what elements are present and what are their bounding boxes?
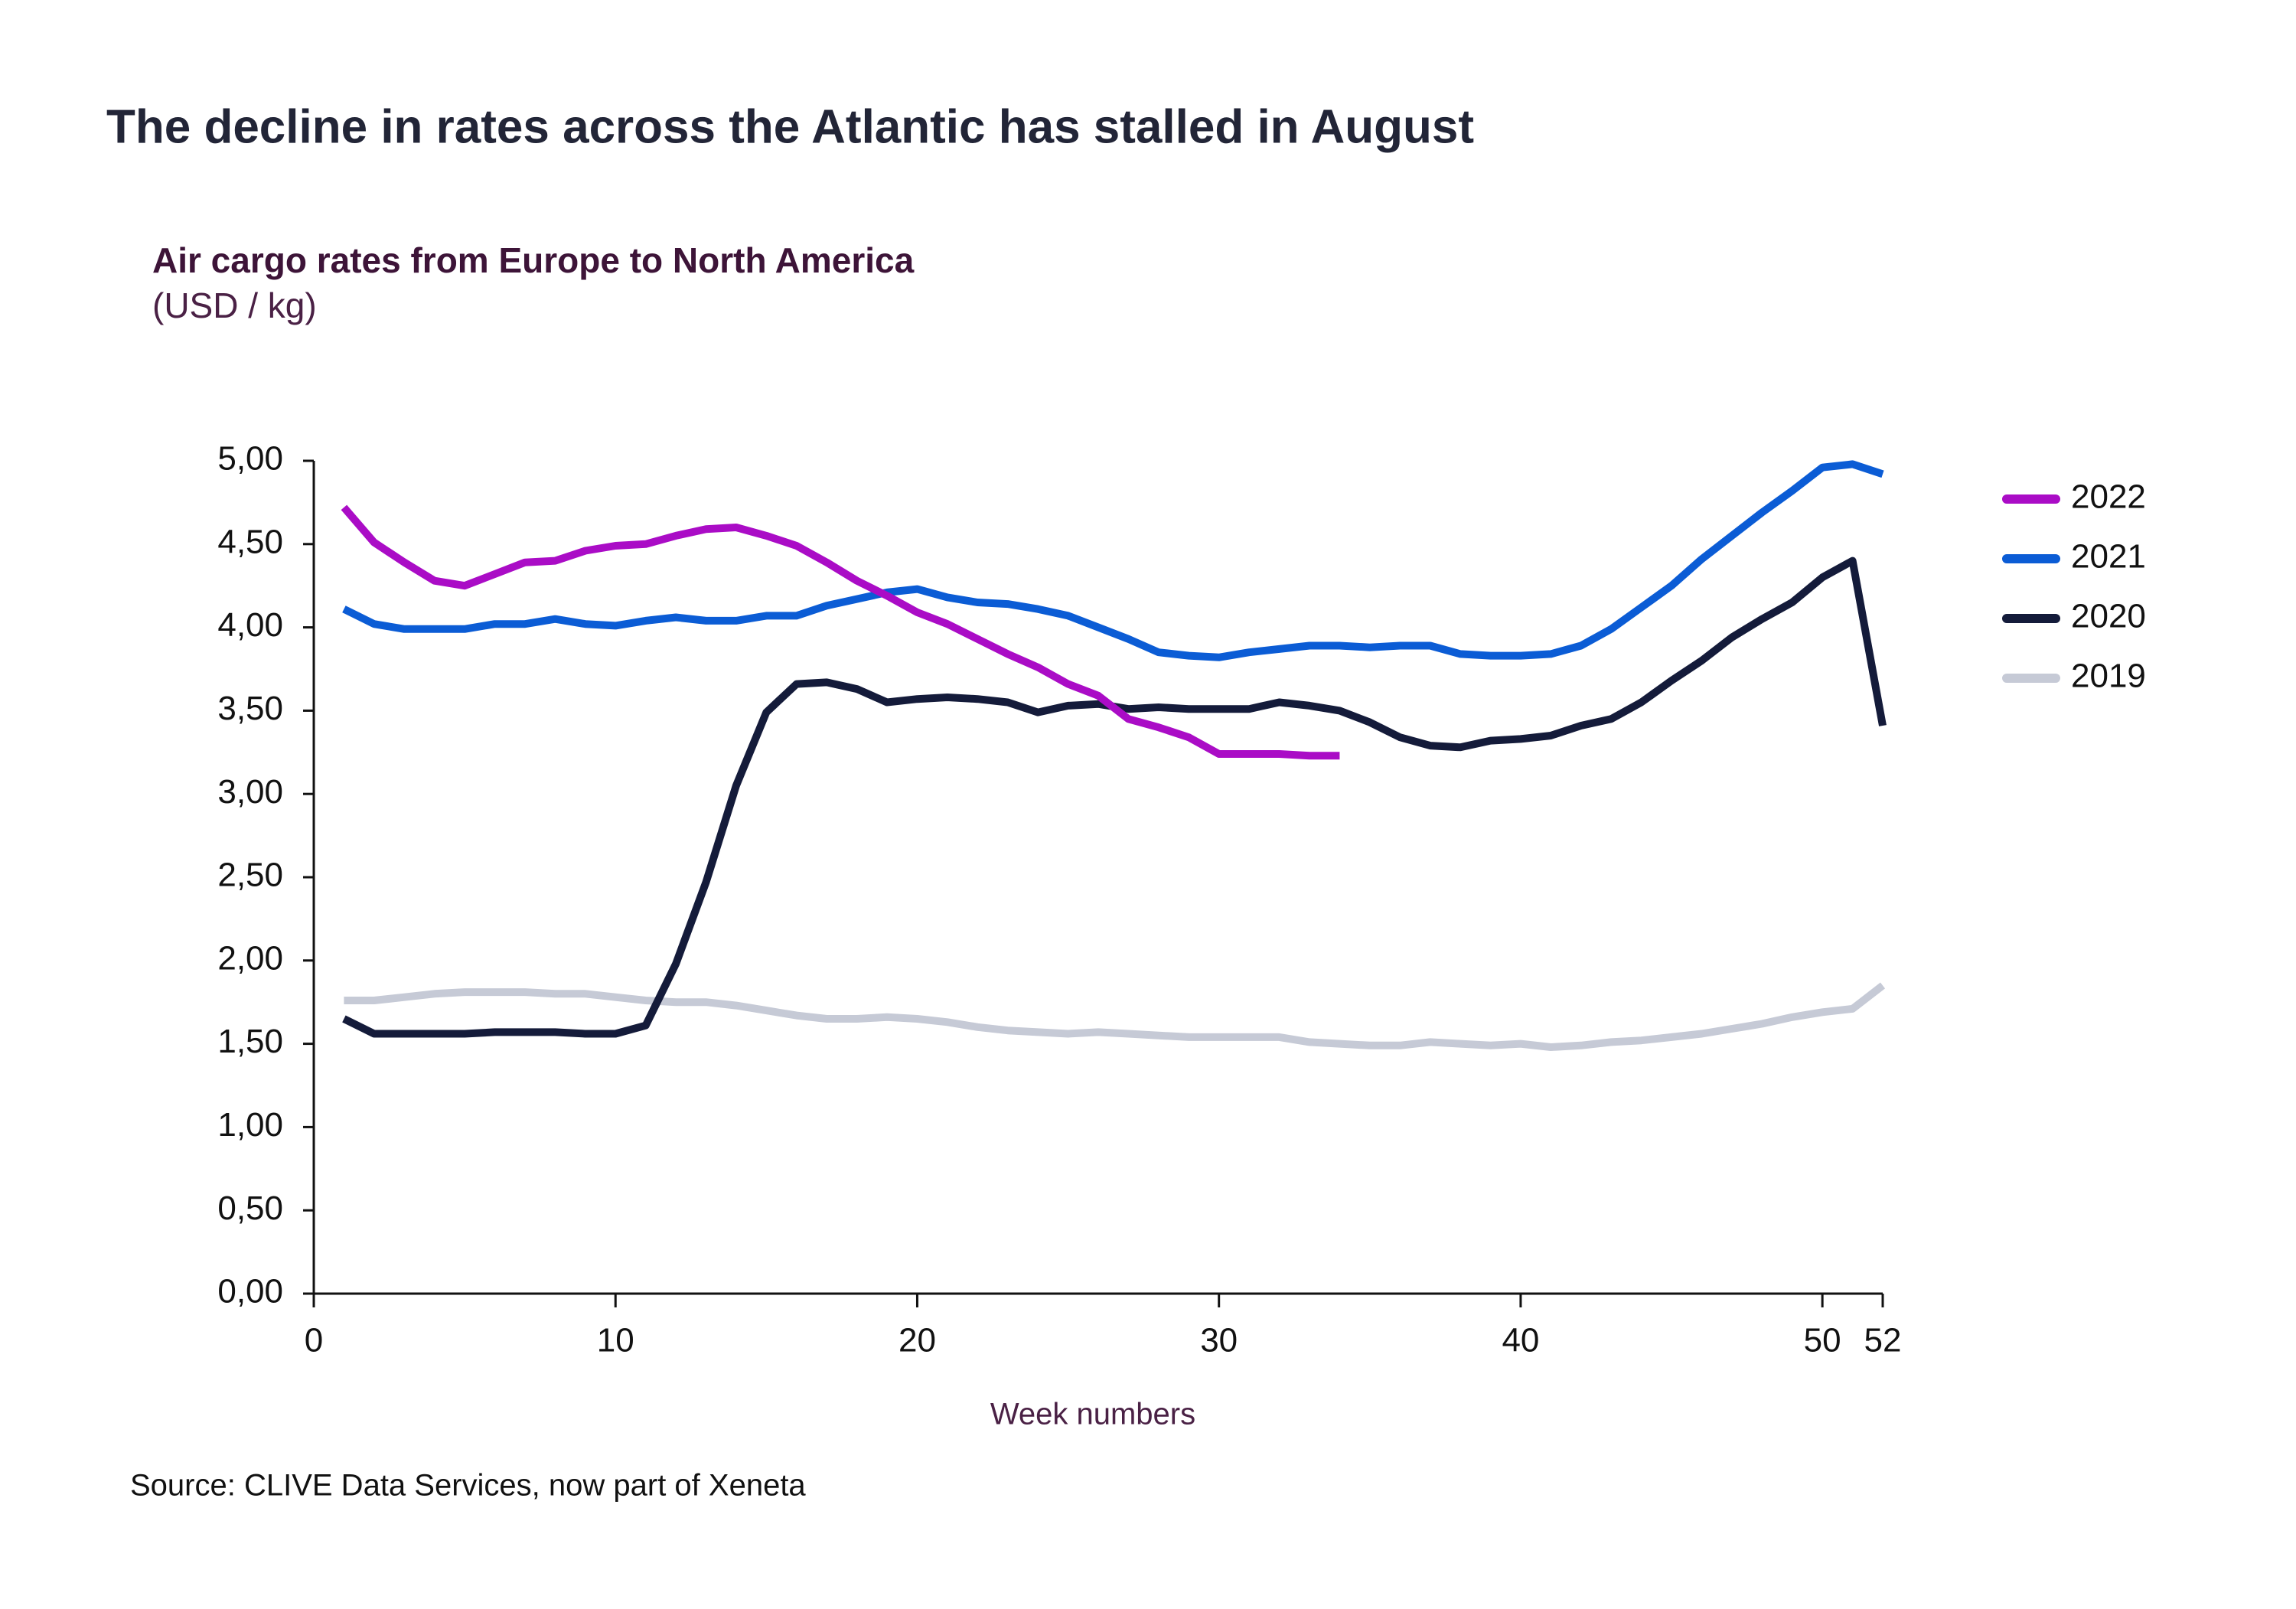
y-tick-label: 3,50 — [217, 690, 283, 727]
series-line — [344, 982, 1886, 1051]
y-tick-label: 0,50 — [217, 1190, 283, 1227]
x-tick-label: 50 — [1804, 1322, 1841, 1359]
y-tick-label: 2,50 — [217, 857, 283, 894]
series-line — [342, 460, 1884, 661]
y-tick-label: 4,00 — [217, 606, 283, 644]
y-tick-label: 3,00 — [217, 773, 283, 811]
x-tick-label: 0 — [305, 1322, 323, 1359]
legend-label: 2021 — [2071, 538, 2146, 576]
y-tick-label: 1,00 — [217, 1106, 283, 1144]
chart-title: The decline in rates across the Atlantic… — [106, 100, 1474, 153]
y-tick-label: 4,50 — [217, 523, 283, 560]
x-axis-label: Week numbers — [990, 1398, 1195, 1431]
y-tick-label: 5,00 — [217, 440, 283, 478]
y-tick-label: 1,50 — [217, 1023, 283, 1060]
x-tick-label: 20 — [899, 1322, 936, 1359]
legend-label: 2019 — [2071, 658, 2146, 695]
x-tick-label: 52 — [1864, 1322, 1902, 1359]
x-tick-label: 40 — [1502, 1322, 1539, 1359]
legend-label: 2020 — [2071, 598, 2146, 635]
x-tick-label: 30 — [1200, 1322, 1238, 1359]
source-note: Source: CLIVE Data Services, now part of… — [130, 1469, 806, 1503]
y-axis-label: (USD / kg) — [152, 286, 317, 325]
series-line — [341, 504, 1340, 760]
legend-label: 2022 — [2071, 478, 2146, 516]
x-tick-label: 10 — [597, 1322, 634, 1359]
y-tick-label: 0,00 — [217, 1273, 283, 1310]
chart-subtitle: Air cargo rates from Europe to North Ame… — [152, 240, 915, 280]
y-tick-label: 2,00 — [217, 939, 283, 977]
